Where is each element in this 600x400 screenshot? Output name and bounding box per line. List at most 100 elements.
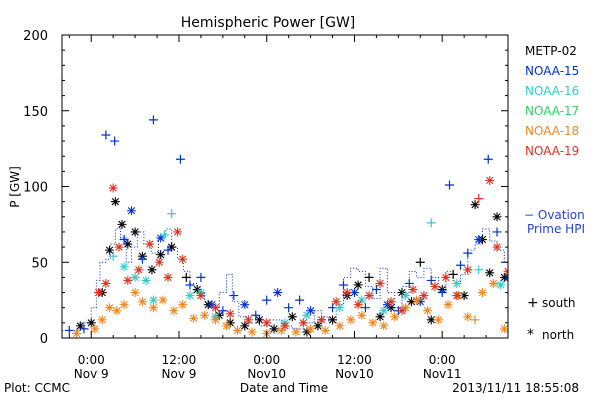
north-point [302,327,312,337]
north-point [474,235,484,245]
y-axis-label: P [GW] [8,166,22,208]
north-point [173,227,183,237]
chart-title: Hemispheric Power [GW] [181,15,356,31]
legend-item: NOAA-19 [525,144,579,158]
north-point [94,288,104,298]
north-point [492,242,502,252]
north-point [496,280,506,290]
south-point [262,295,272,305]
south-point [175,154,185,164]
north-point [536,273,545,282]
north-point [386,297,396,307]
north-point [130,227,140,237]
north-point [353,300,363,310]
north-point [211,303,221,313]
north-point [119,262,129,272]
x-tick-date-label: Nov10 [335,367,374,381]
south-point [463,248,473,258]
north-point [426,315,436,325]
north-point [443,300,453,310]
north-point [273,288,283,298]
x-tick-date-label: Nov11 [423,367,462,381]
north-point [488,278,498,288]
series-noaa-16 [108,209,542,328]
south-point [218,306,228,316]
north-point [189,313,199,323]
north-point [379,321,389,331]
north-point [163,272,173,282]
north-point [357,295,367,305]
north-point [225,309,235,319]
south-point [108,251,118,261]
north-point [75,321,85,331]
north-point [379,306,389,316]
y-tick-label: 50 [31,256,48,271]
south-point [426,275,436,285]
south-point [338,280,348,290]
north-point [507,307,508,314]
x-tick-date-label: Nov 9 [74,367,109,381]
north-point [114,242,124,252]
south-point [185,280,195,290]
x-tick-time-label: 0:00 [253,353,280,367]
north-point [154,257,164,267]
north-point [110,197,120,207]
south-point [364,272,374,282]
legend: METP-02 NOAA-15 NOAA-16 NOAA-17 NOAA-18 NOAA-… [525,44,579,158]
south-point [518,296,527,305]
north-point [200,310,210,320]
x-tick-time-label: 12:00 [337,353,372,367]
plot-source: Plot: CCMC [4,381,70,395]
north-point [463,312,473,322]
south-point [540,267,549,276]
south-point [101,130,111,140]
north-point [382,300,392,310]
south-point [555,249,564,258]
x-tick-time-label: 12:00 [162,353,197,367]
symbol-key: + south * north [527,295,576,343]
south-point [159,230,169,240]
north-point [463,265,473,275]
north-point [397,288,407,298]
legend-item: NOAA-18 [525,124,579,138]
north-point [492,212,502,222]
north-point [342,288,352,298]
symbol-key-label: north [542,328,574,342]
north-point [328,315,338,325]
south-point [445,180,455,190]
north-point [240,300,250,310]
north-point [178,300,188,310]
north-point [364,291,374,301]
north-point [137,297,147,307]
north-point [423,306,433,316]
south-point [284,303,294,313]
north-point [167,242,177,252]
north-point [509,300,518,309]
north-point [90,324,100,334]
north-point [529,276,538,285]
south-point [415,257,425,267]
north-point [313,321,323,331]
symbol-key-glyph: * [527,327,534,343]
north-point [119,300,129,310]
x-tick-date-label: Nov10 [247,367,286,381]
south-point [404,278,414,288]
north-point [211,315,221,325]
y-tick-label: 100 [23,181,48,196]
north-point [401,291,411,301]
north-point [123,239,133,249]
north-point [331,297,341,307]
north-point [247,327,257,337]
north-point [158,295,168,305]
north-point [306,324,316,334]
north-point [317,315,327,325]
north-point [126,206,136,216]
south-point [448,269,458,279]
north-point [147,265,157,275]
north-point [533,276,542,285]
ovation-legend-line1: − Ovation [524,208,585,222]
north-point [262,318,272,328]
north-point [302,310,312,320]
north-point [72,328,82,338]
